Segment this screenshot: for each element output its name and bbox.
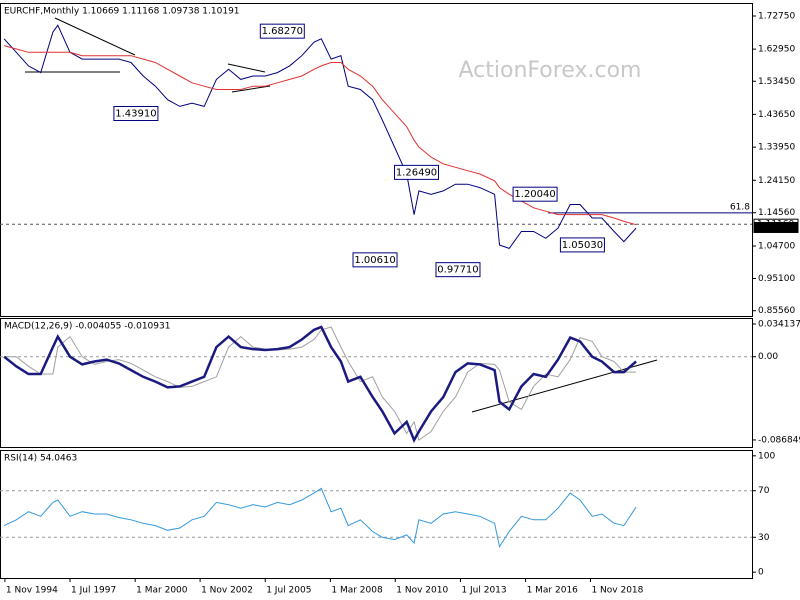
x-tick-label: 1 Mar 2016 xyxy=(527,586,579,596)
series-line xyxy=(3,487,637,548)
y-tick-label: 100 xyxy=(758,451,775,461)
price-tag xyxy=(753,221,799,233)
panel-frame xyxy=(0,318,753,448)
x-tick-label: 1 Nov 2010 xyxy=(396,586,448,596)
annotation-box xyxy=(435,262,481,278)
annotation-label: 1.20040 xyxy=(514,189,555,200)
x-tick-label: 1 Jul 2005 xyxy=(266,586,311,596)
trendline xyxy=(227,63,266,73)
annotation-box xyxy=(512,186,558,202)
y-tick-label: 1.72750 xyxy=(758,12,795,22)
annotation-box xyxy=(113,105,159,121)
price-tag-label: 1.10191 xyxy=(757,223,794,233)
y-tick-label: 1.43650 xyxy=(758,110,795,120)
series-line xyxy=(3,24,637,249)
y-tick-label: 1.33950 xyxy=(758,143,795,153)
y-tick-label: 1.14560 xyxy=(758,208,795,218)
panel-title: MACD(12,26,9) -0.004055 -0.010931 xyxy=(4,322,170,332)
y-tick-label: -0.086849 xyxy=(758,435,800,445)
annotation-label: 1.26490 xyxy=(396,167,437,178)
series-line xyxy=(3,325,637,443)
fib-label: 61.8 xyxy=(730,202,750,212)
y-tick-label: 70 xyxy=(758,486,770,496)
y-tick-label: 1.04700 xyxy=(758,242,795,252)
x-tick-label: 1 Nov 2018 xyxy=(591,586,643,596)
x-tick-label: 1 Mar 2008 xyxy=(331,586,383,596)
annotation-label: 1.00610 xyxy=(354,255,395,266)
annotation-box xyxy=(352,252,398,268)
x-tick-label: 1 Jul 2013 xyxy=(461,586,506,596)
x-tick-label: 1 Mar 2000 xyxy=(136,586,188,596)
y-tick-label: 0.034137 xyxy=(758,320,800,330)
annotation-box xyxy=(394,164,440,180)
x-tick-label: 1 Nov 1994 xyxy=(6,586,58,596)
annotation-label: 1.68270 xyxy=(262,26,303,37)
annotation-label: 0.97710 xyxy=(437,265,478,276)
panel-frame xyxy=(0,450,753,579)
y-tick-label: 1.53450 xyxy=(758,77,795,87)
y-tick-label: 0.95100 xyxy=(758,274,795,284)
y-tick-label: 1.62950 xyxy=(758,45,795,55)
annotation-label: 1.43910 xyxy=(115,108,156,119)
y-tick-label: 0.85560 xyxy=(758,306,795,316)
panel-title: EURCHF,Monthly 1.10669 1.11168 1.09738 1… xyxy=(4,7,240,17)
trendline xyxy=(231,85,271,93)
panel-frame xyxy=(0,3,753,317)
trendline xyxy=(54,17,136,56)
panel-title: RSI(14) 54.0463 xyxy=(4,454,77,464)
y-tick-label: 30 xyxy=(758,533,770,543)
annotation-box xyxy=(259,23,305,39)
y-tick-label: 0 xyxy=(758,568,764,578)
annotation-box xyxy=(559,237,605,253)
y-tick-label: 0.00 xyxy=(758,352,778,362)
series-line xyxy=(3,45,637,226)
x-tick-label: 1 Nov 2002 xyxy=(201,586,253,596)
x-tick-label: 1 Jul 1997 xyxy=(71,586,116,596)
y-tick-label: 1.24150 xyxy=(758,176,795,186)
annotation-label: 1.05030 xyxy=(562,240,603,251)
watermark: ActionForex.com xyxy=(459,58,642,83)
